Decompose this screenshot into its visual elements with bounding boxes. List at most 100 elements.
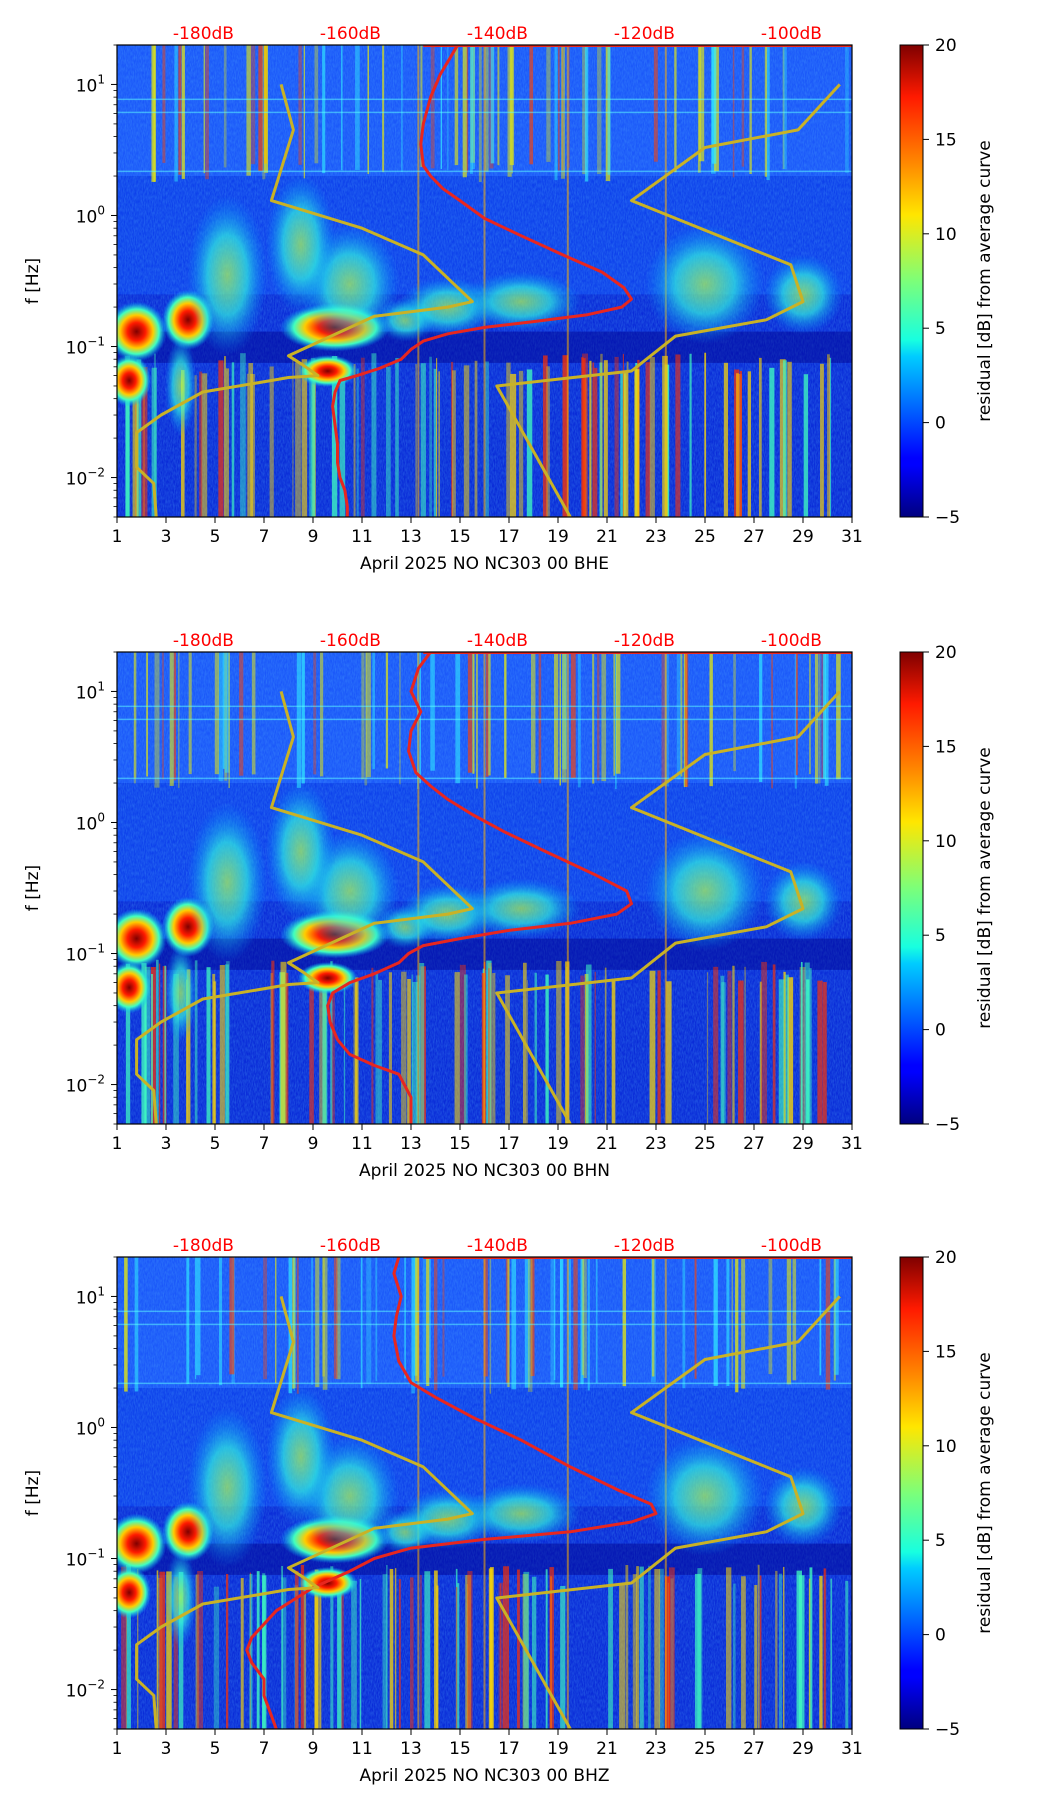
noise-streak bbox=[401, 45, 403, 172]
glitch-line bbox=[566, 45, 569, 517]
transient-streak bbox=[436, 1585, 439, 1729]
transient-streak bbox=[829, 357, 832, 517]
noise-streak bbox=[162, 45, 166, 163]
noise-streak bbox=[682, 1257, 686, 1389]
spectrogram-panel-2: 1 3 5 7 9 11 13 15 17 19 21 23 25 27 29 3110110010−110−… bbox=[23, 631, 995, 1181]
storm-energy-blob bbox=[265, 781, 336, 922]
x-tick-label: 13 bbox=[400, 1134, 422, 1154]
colorbar-label: residual [dB] from average curve bbox=[975, 140, 995, 421]
transient-streak bbox=[845, 1580, 849, 1729]
transient-streak bbox=[556, 960, 562, 1124]
transient-streak bbox=[830, 1578, 833, 1729]
plot-frame bbox=[116, 44, 853, 518]
transient-streak bbox=[398, 1579, 401, 1729]
spectrogram-panel-3: 1 3 5 7 9 11 13 15 17 19 21 23 25 27 29 3110110010−110−… bbox=[23, 1236, 995, 1786]
noise-streak bbox=[469, 45, 473, 174]
transient-streak bbox=[463, 365, 470, 517]
y-axis-label: f [Hz] bbox=[23, 865, 43, 911]
y-tick-label: 101 bbox=[76, 1284, 105, 1308]
x-axis-label: April 2025 NO NC303 00 BHE bbox=[360, 554, 609, 574]
x-axis-label: April 2025 NO NC303 00 BHN bbox=[359, 1161, 610, 1181]
noise-streak bbox=[582, 45, 587, 175]
noise-streak bbox=[360, 1257, 363, 1389]
transient-streak bbox=[626, 361, 629, 517]
median-noise-curve bbox=[331, 45, 633, 517]
transient-streak bbox=[281, 1577, 287, 1729]
transient-streak bbox=[632, 1574, 637, 1729]
transient-streak bbox=[608, 1568, 613, 1729]
transient-streak bbox=[808, 1578, 811, 1729]
y-axis-label: f [Hz] bbox=[23, 1470, 43, 1516]
noise-streak bbox=[426, 1257, 430, 1386]
x-tick-label: 23 bbox=[645, 1739, 667, 1759]
transient-streak bbox=[828, 357, 830, 517]
noise-streak bbox=[524, 1257, 530, 1388]
noise-streak bbox=[622, 1257, 627, 1387]
x-tick-label: 21 bbox=[596, 527, 618, 547]
transient-streak bbox=[787, 361, 792, 517]
top-db-label: -140dB bbox=[467, 24, 528, 44]
noise-streak bbox=[845, 45, 849, 173]
transient-streak bbox=[186, 979, 188, 1124]
transient-streak bbox=[420, 1574, 422, 1729]
noise-streak bbox=[314, 45, 319, 164]
transient-streak bbox=[145, 966, 151, 1124]
transient-streak bbox=[256, 1571, 260, 1729]
top-db-label: -140dB bbox=[467, 631, 528, 651]
transient-streak bbox=[772, 964, 776, 1124]
x-tick-label: 17 bbox=[498, 1739, 520, 1759]
noise-streak bbox=[580, 1257, 584, 1385]
transient-streak bbox=[125, 360, 130, 517]
transient-streak bbox=[782, 360, 787, 517]
noise-streak bbox=[372, 652, 375, 770]
noise-streak bbox=[367, 45, 369, 174]
noise-streak bbox=[680, 652, 683, 777]
storm-energy-blob bbox=[645, 830, 765, 951]
harmonic-line bbox=[117, 170, 852, 173]
top-db-label: -180dB bbox=[173, 631, 234, 651]
storm-energy-blob bbox=[461, 878, 582, 939]
noise-streak bbox=[782, 45, 785, 169]
transient-streak bbox=[465, 1575, 472, 1729]
transient-streak bbox=[371, 353, 377, 517]
storm-energy-blob bbox=[187, 1407, 268, 1568]
noise-streak bbox=[497, 45, 500, 166]
transient-streak bbox=[783, 1566, 785, 1729]
transient-streak bbox=[401, 971, 407, 1124]
noise-streak bbox=[375, 1257, 378, 1381]
transient-streak bbox=[377, 980, 382, 1124]
spectrogram-plot-area bbox=[117, 1257, 852, 1729]
transient-streak bbox=[758, 357, 762, 517]
x-tick-label: 21 bbox=[596, 1134, 618, 1154]
noise-streak bbox=[795, 652, 798, 776]
noise-streak bbox=[471, 45, 476, 170]
transient-streak bbox=[720, 975, 725, 1124]
noise-streak bbox=[264, 45, 268, 173]
transient-streak bbox=[459, 964, 466, 1124]
transient-streak bbox=[778, 1573, 783, 1729]
noise-streak bbox=[322, 1257, 325, 1377]
y-tick-label: 100 bbox=[76, 203, 105, 227]
top-db-label: -120dB bbox=[614, 1236, 675, 1256]
noise-streak bbox=[531, 652, 536, 774]
noise-streak bbox=[592, 652, 595, 784]
transient-streak bbox=[386, 366, 391, 517]
transient-streak bbox=[454, 972, 460, 1124]
x-tick-label: 19 bbox=[547, 527, 569, 547]
transient-streak bbox=[194, 375, 197, 517]
noise-streak bbox=[336, 1257, 341, 1380]
transient-streak bbox=[545, 974, 549, 1124]
transient-streak bbox=[611, 980, 616, 1124]
x-tick-label: 15 bbox=[449, 527, 471, 547]
x-tick-label: 11 bbox=[351, 1739, 373, 1759]
transient-streak bbox=[783, 971, 786, 1124]
x-tick-label: 11 bbox=[351, 1134, 373, 1154]
transient-streak bbox=[819, 1575, 823, 1729]
transient-streak bbox=[736, 373, 739, 517]
noise-streak bbox=[472, 652, 475, 774]
colorbar-tick-label: 0 bbox=[935, 1626, 946, 1646]
noise-streak bbox=[315, 1257, 320, 1388]
transient-streak bbox=[713, 966, 719, 1124]
noise-streak bbox=[219, 1257, 223, 1386]
transient-streak bbox=[636, 1566, 639, 1729]
